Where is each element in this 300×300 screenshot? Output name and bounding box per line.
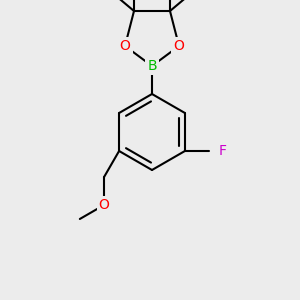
Text: O: O	[174, 39, 184, 53]
Text: O: O	[99, 198, 110, 212]
Text: O: O	[120, 39, 130, 53]
Text: B: B	[147, 59, 157, 73]
Text: F: F	[219, 144, 227, 158]
